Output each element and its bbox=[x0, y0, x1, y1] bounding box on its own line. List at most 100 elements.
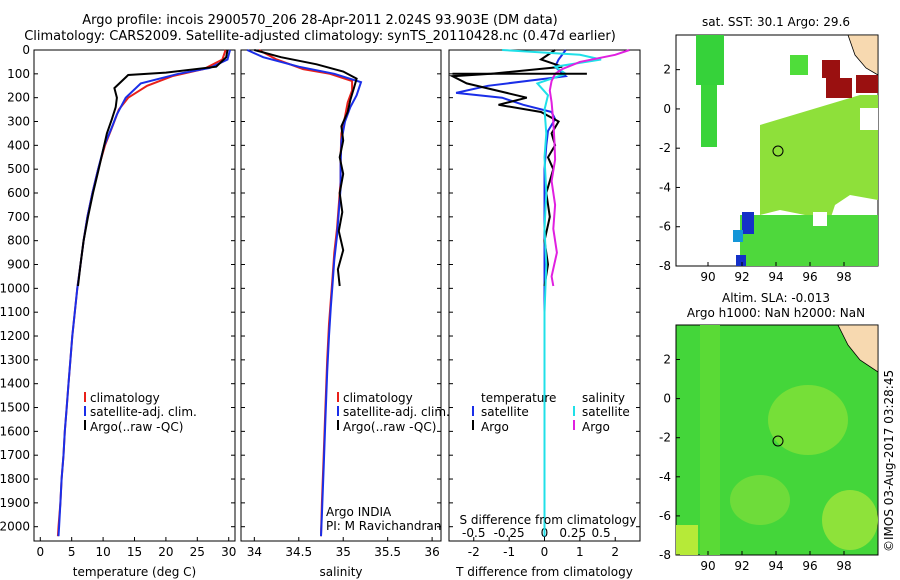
x-tick-label: 1 bbox=[576, 545, 584, 559]
map-x-tick-label: 92 bbox=[734, 559, 749, 573]
s-difference-axis-label: S difference from climatology bbox=[460, 513, 637, 527]
maps: sat. SST: 30.1 Argo: 29.6 Altim. SLA: -0… bbox=[659, 15, 879, 573]
figure-title-line-1: Argo profile: incois 2900570_206 28-Apr-… bbox=[82, 13, 558, 28]
y-tick-label: 1500 bbox=[0, 401, 30, 415]
x2-tick-label: -0.5 bbox=[462, 526, 485, 540]
y-tick-label: 1900 bbox=[0, 496, 30, 510]
map-x-tick-label: 96 bbox=[802, 559, 817, 573]
sst-patch bbox=[740, 215, 878, 266]
map-x-tick-label: 90 bbox=[700, 559, 715, 573]
y-tick-label: 1600 bbox=[0, 424, 30, 438]
top-map-title: sat. SST: 30.1 Argo: 29.6 bbox=[702, 15, 850, 29]
sst-gap bbox=[813, 212, 827, 226]
x-tick-label: -1 bbox=[503, 545, 515, 559]
map-x-tick-label: 96 bbox=[802, 270, 817, 284]
map-y-tick-label: 0 bbox=[663, 102, 671, 116]
y-tick-label: 2000 bbox=[0, 520, 30, 534]
series-line-s-argo bbox=[548, 49, 630, 287]
y-tick-label: 1000 bbox=[0, 281, 30, 295]
map-y-tick-label: -8 bbox=[659, 548, 671, 562]
sst-patch bbox=[696, 35, 724, 85]
x2-tick-label: 0.5 bbox=[592, 526, 611, 540]
temperature-legend: climatology satellite-adj. clim. Argo(..… bbox=[84, 391, 197, 434]
legend-swatch-argo bbox=[84, 420, 86, 430]
legend-swatch-t-satellite bbox=[472, 406, 474, 416]
legend-label-climatology: climatology bbox=[90, 391, 160, 405]
y-tick-label: 400 bbox=[7, 138, 30, 152]
map-y-tick-label: 0 bbox=[663, 392, 671, 406]
plot-frame bbox=[240, 49, 442, 542]
y-tick-label: 500 bbox=[7, 162, 30, 176]
map-x-tick-label: 98 bbox=[836, 270, 851, 284]
x-tick-label: 30 bbox=[221, 545, 236, 559]
map-x-tick-label: 98 bbox=[836, 559, 851, 573]
map-x-tick-label: 94 bbox=[768, 559, 783, 573]
y-tick-label: 800 bbox=[7, 234, 30, 248]
sst-patch bbox=[790, 55, 808, 75]
map-x-tick-label: 90 bbox=[700, 270, 715, 284]
sla-patch bbox=[700, 325, 720, 555]
y-tick-label: 900 bbox=[7, 258, 30, 272]
x-tick-label: 2 bbox=[611, 545, 619, 559]
sst-gap bbox=[860, 108, 878, 130]
x-tick-label: 0 bbox=[541, 545, 549, 559]
y-tick-label: 1700 bbox=[0, 448, 30, 462]
y-tick-label: 1200 bbox=[0, 329, 30, 343]
sst-hot-patch bbox=[822, 60, 840, 78]
legend-swatch-s-satellite bbox=[573, 406, 575, 416]
x-tick-label: 35 bbox=[336, 545, 351, 559]
legend-swatch-climatology bbox=[84, 392, 86, 402]
x-tick-label: 5 bbox=[68, 545, 76, 559]
x-axis-label: temperature (deg C) bbox=[73, 565, 196, 579]
map-y-tick-label: -6 bbox=[659, 509, 671, 523]
y-tick-label: 300 bbox=[7, 115, 30, 129]
sla-patch bbox=[822, 490, 878, 550]
legend-label-t-argo: Argo bbox=[481, 420, 509, 434]
series-line-s-satellite bbox=[502, 49, 602, 537]
argo-location-marker bbox=[772, 435, 784, 447]
x-tick-label: 25 bbox=[190, 545, 205, 559]
y-tick-label: 1100 bbox=[0, 305, 30, 319]
land-sumatra bbox=[837, 324, 879, 373]
y-tick-label: 1300 bbox=[0, 353, 30, 367]
x-tick-label: 35.5 bbox=[374, 545, 401, 559]
sst-cold-patch bbox=[742, 212, 754, 234]
sst-hot-patch bbox=[856, 75, 878, 93]
figure-title-line-2: Climatology: CARS2009. Satellite-adjuste… bbox=[24, 29, 616, 44]
sst-patch bbox=[701, 85, 717, 147]
x-tick-label: 10 bbox=[95, 545, 110, 559]
map-y-tick-label: -6 bbox=[659, 220, 671, 234]
land-sumatra bbox=[847, 34, 879, 76]
y-tick-label: 100 bbox=[7, 67, 30, 81]
legend-swatch-s-argo bbox=[573, 420, 575, 430]
y-tick-label: 700 bbox=[7, 210, 30, 224]
annotation-pi: PI: M Ravichandran bbox=[326, 519, 441, 533]
x-tick-label: 34 bbox=[247, 545, 262, 559]
series-line-argo-raw-qc- bbox=[254, 49, 358, 287]
legend-label-climatology: climatology bbox=[343, 391, 413, 405]
sla-patch bbox=[730, 475, 790, 525]
x2-tick-label: -0.25 bbox=[494, 526, 525, 540]
legend-swatch-t-argo bbox=[472, 420, 474, 430]
sst-cold-patch bbox=[733, 230, 743, 242]
profile-panel-2: 34 34.5 35 35.5 36 salinity bbox=[240, 49, 442, 579]
bottom-map-title-1: Altim. SLA: -0.013 bbox=[722, 291, 830, 305]
map-y-tick-label: -2 bbox=[659, 431, 671, 445]
series-line-argo-raw-qc- bbox=[77, 49, 229, 287]
sst-hot-patch bbox=[826, 78, 852, 98]
x-tick-label: -2 bbox=[468, 545, 480, 559]
map-y-tick-label: 2 bbox=[663, 353, 671, 367]
y-tick-label: 200 bbox=[7, 91, 30, 105]
sst-map bbox=[675, 34, 879, 267]
y-tick-label: 0 bbox=[22, 43, 30, 57]
y-tick-label: 1400 bbox=[0, 377, 30, 391]
legend-label-satellite: satellite-adj. clim. bbox=[343, 405, 450, 419]
x-tick-label: 34.5 bbox=[285, 545, 312, 559]
legend-swatch-satellite bbox=[337, 406, 339, 416]
x-axis-label: salinity bbox=[319, 565, 362, 579]
legend-label-argo: Argo(..raw -QC) bbox=[343, 420, 436, 434]
plot-frame bbox=[33, 49, 236, 542]
legend-swatch-satellite bbox=[84, 406, 86, 416]
legend-label-s-satellite: satellite bbox=[582, 405, 630, 419]
